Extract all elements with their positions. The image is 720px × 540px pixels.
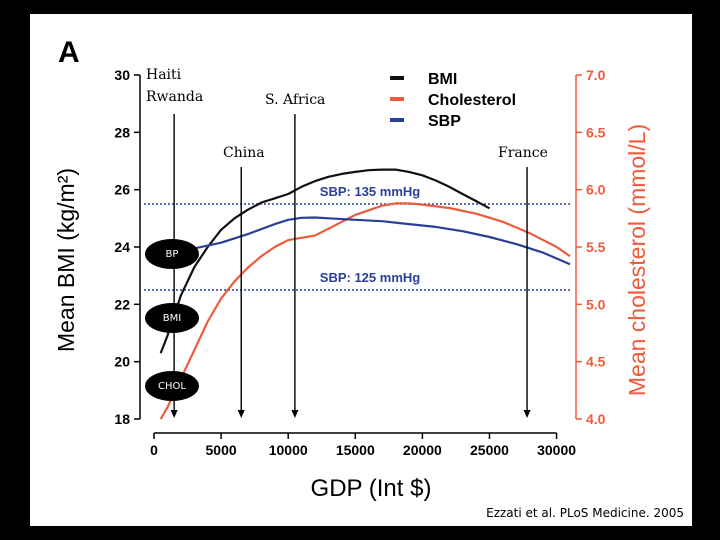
annotation-rwanda: Rwanda <box>146 89 204 105</box>
arrow-head <box>523 410 531 418</box>
arrow-head <box>291 410 299 418</box>
y2-tick-label: 6.0 <box>586 182 606 198</box>
series-lines <box>159 168 571 420</box>
reference-line-label: SBP: 125 mmHg <box>320 270 420 285</box>
y2-tick-label: 5.0 <box>586 296 606 312</box>
y-tick-label: 22 <box>114 296 130 312</box>
x-tick-label: 5000 <box>206 442 237 458</box>
marker-bp: BP <box>145 239 199 269</box>
x-tick-label: 0 <box>150 442 158 458</box>
series-line-bmi <box>159 168 491 354</box>
marker-chol: CHOL <box>145 371 199 401</box>
annotation-france: France <box>498 145 548 161</box>
annotation-haiti: Haiti <box>146 67 182 83</box>
annotation-s-africa: S. Africa <box>265 92 326 108</box>
y2-tick-label: 5.5 <box>586 239 606 255</box>
legend-label: BMI <box>428 71 457 88</box>
y-tick-label: 30 <box>114 67 130 83</box>
legend-label: Cholesterol <box>428 92 516 109</box>
arrow-head <box>237 410 245 418</box>
x-axis-label: GDP (Int $) <box>311 475 432 502</box>
panel-label: A <box>58 36 80 69</box>
y-tick-label: 20 <box>114 354 130 370</box>
series-line-sbp <box>173 216 571 266</box>
y2-tick-label: 4.5 <box>586 354 606 370</box>
x-tick-label: 20000 <box>403 442 442 458</box>
y2-axis-label: Mean cholesterol (mmol/L) <box>624 124 650 396</box>
series-line-cholesterol <box>159 202 571 420</box>
axes: 18 20 22 24 26 28 30 4.0 4.5 5.0 5.5 6.0 6.5 7.0 0 5000… <box>114 67 605 458</box>
y-tick-label: 28 <box>114 124 130 140</box>
x-tick-label: 25000 <box>470 442 509 458</box>
marker-bmi: BMI <box>145 303 199 333</box>
y-tick-label: 24 <box>114 239 130 255</box>
legend-label: SBP <box>428 113 461 130</box>
y-tick-label: 26 <box>114 182 130 198</box>
arrow-head <box>170 410 178 418</box>
x-tick-label: 15000 <box>336 442 375 458</box>
reference-line-label: SBP: 135 mmHg <box>320 184 420 199</box>
citation: Ezzati et al. PLoS Medicine. 2005 <box>486 506 684 520</box>
annotation-china: China <box>223 145 265 161</box>
y-axis-label: Mean BMI (kg/m²) <box>53 168 79 352</box>
chart: A SBP: 135 mmHg SBP: 125 mmHg 18 20 22 24 26 2… <box>53 36 650 502</box>
x-tick-label: 30000 <box>537 442 576 458</box>
y2-tick-label: 7.0 <box>586 67 606 83</box>
y-tick-label: 18 <box>114 411 130 427</box>
y2-tick-label: 4.0 <box>586 411 606 427</box>
slide: A SBP: 135 mmHg SBP: 125 mmHg 18 20 22 24 26 2… <box>30 14 692 526</box>
x-tick-label: 10000 <box>269 442 308 458</box>
legend: BMI Cholesterol SBP <box>390 71 516 130</box>
reference-lines: SBP: 135 mmHg SBP: 125 mmHg <box>144 184 570 291</box>
y2-tick-label: 6.5 <box>586 124 606 140</box>
